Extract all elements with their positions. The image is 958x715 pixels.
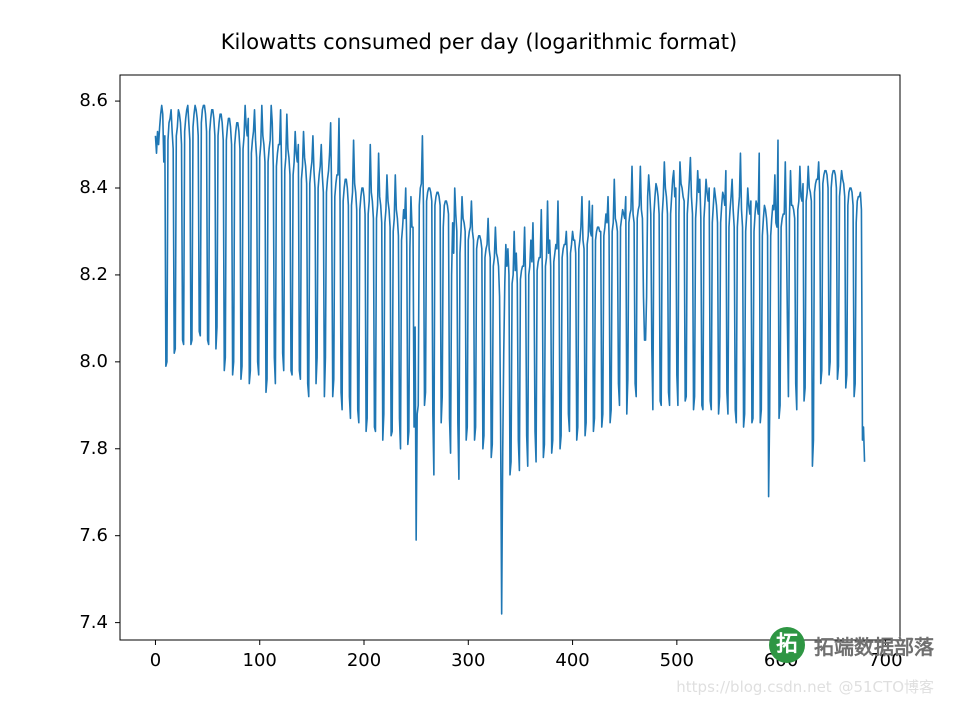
brand-name: 拓端数据部落 bbox=[814, 631, 934, 660]
chart-figure: Kilowatts consumed per day (logarithmic … bbox=[0, 0, 958, 715]
watermark-cto: @51CTO博客 bbox=[838, 676, 934, 697]
y-tick-label: 8.4 bbox=[79, 177, 108, 198]
x-tick-label: 200 bbox=[339, 650, 389, 671]
chart-svg bbox=[0, 0, 958, 715]
y-tick-label: 7.4 bbox=[79, 612, 108, 633]
watermark-brand: 拓 拓端数据部落 bbox=[769, 627, 934, 663]
watermark-url-line: https://blog.csdn.net @51CTO博客 bbox=[676, 676, 934, 697]
y-tick-label: 8.2 bbox=[79, 264, 108, 285]
watermark-url: https://blog.csdn.net bbox=[676, 678, 831, 696]
y-tick-label: 7.6 bbox=[79, 525, 108, 546]
brand-logo-icon: 拓 bbox=[769, 627, 805, 663]
x-tick-label: 0 bbox=[130, 650, 180, 671]
x-tick-label: 400 bbox=[548, 650, 598, 671]
x-tick-label: 300 bbox=[443, 650, 493, 671]
x-tick-label: 500 bbox=[652, 650, 702, 671]
x-tick-label: 100 bbox=[235, 650, 285, 671]
y-tick-label: 8.6 bbox=[79, 90, 108, 111]
y-tick-label: 7.8 bbox=[79, 438, 108, 459]
y-tick-label: 8.0 bbox=[79, 351, 108, 372]
